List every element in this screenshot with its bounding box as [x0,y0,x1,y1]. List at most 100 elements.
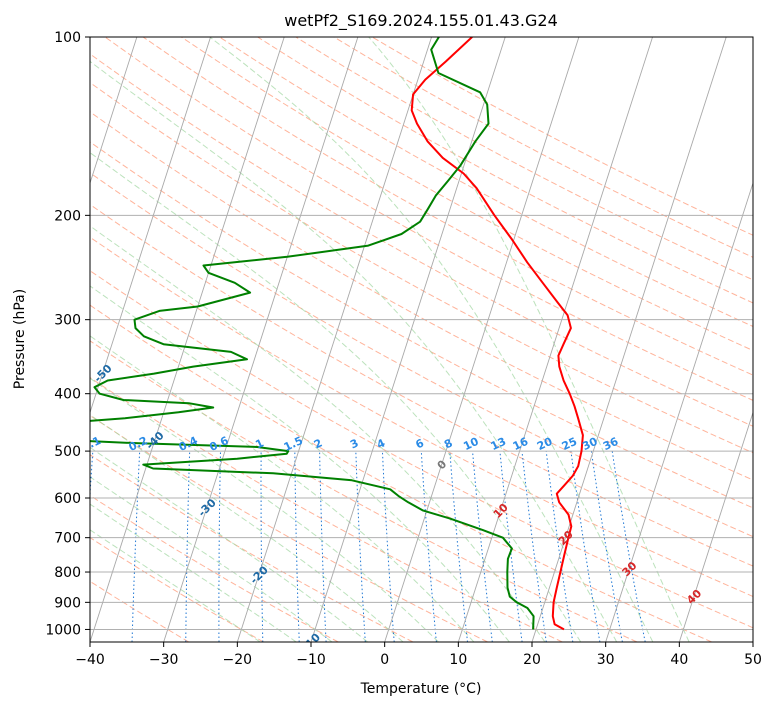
plot-frame [89,36,754,643]
isotherm-line [384,37,580,642]
mixing-ratio-label: 25 [560,435,579,453]
mixing-ratio-label: 3 [348,436,360,451]
mixing-ratio-label: 30 [580,435,600,453]
y-tick-label: 900 [54,595,81,611]
isotherm-line [236,37,432,642]
dry-adiabat [90,203,753,567]
mixing-ratio-label: 4 [375,436,388,451]
dry-adiabat [90,53,753,427]
y-tick-label: 300 [54,313,81,329]
isotherm-line [90,37,211,415]
y-axis-ticks: 100 200 300 400 500 600 700 800 900 1000 [45,30,90,638]
mixing-ratio-label: 20 [535,435,555,453]
x-axis-ticks: −40 −30 −20 −10 0 10 20 30 40 50 [75,642,762,668]
dry-adiabat [90,270,753,629]
moist-adiabat [209,37,654,642]
moist-adiabat [90,503,297,642]
x-tick-label: −30 [149,652,179,668]
x-tick-label: −40 [75,652,105,668]
moist-adiabat [90,529,261,642]
mixing-ratio-label: 36 [601,435,621,453]
y-tick-label: 100 [54,30,81,46]
x-tick-label: −10 [296,652,326,668]
dry-adiabats [90,37,753,642]
isotherm-line [678,411,753,642]
dry-adiabat [90,414,488,642]
y-tick-label: 200 [54,208,81,224]
isotherm-label: -20 [248,563,271,586]
x-tick-label: 30 [597,652,615,668]
x-tick-label: −20 [223,652,253,668]
dry-adiabat [90,304,712,642]
mixing-ratio-line [570,451,601,642]
mixing-ratio-label: 16 [511,435,531,453]
x-tick-label: 40 [670,652,688,668]
mixing-ratio-line [499,451,523,642]
moist-adiabat [368,37,690,642]
isotherm-label: 40 [684,587,704,607]
dry-adiabat [371,37,753,236]
isotherm-label: 20 [556,528,576,548]
mixing-ratio-label: 13 [489,435,508,453]
mixing-ratio-line [381,451,395,642]
dry-adiabat [90,580,190,642]
temperature-profile [410,37,584,631]
mixing-ratio-line [260,451,264,642]
dry-adiabat [181,37,753,352]
mixing-ratio-line [449,451,468,642]
mixing-ratio-lines [90,451,646,642]
x-tick-label: 10 [449,652,467,668]
mixing-ratio-line [90,451,94,503]
dry-adiabat [90,111,753,481]
isotherm-label: -10 [300,630,323,653]
isotherm-line [0,37,63,642]
profiles [90,37,584,631]
y-tick-label: 700 [54,531,81,547]
isotherm-line [90,37,138,185]
y-tick-label: 800 [54,565,81,581]
mixing-ratio-line [294,451,300,642]
isotherm-line [90,37,285,642]
x-tick-label: 0 [380,652,389,668]
dry-adiabat [90,376,563,642]
moist-adiabat [90,225,546,642]
isotherm-line [163,37,359,642]
x-tick-label: 50 [744,652,762,668]
isotherm-line [531,37,727,642]
dry-adiabat [90,454,414,642]
chart-title: wetPf2_S169.2024.155.01.43.G24 [284,11,558,31]
isotherm-label: -40 [143,429,166,452]
isotherm-label: -50 [91,362,114,385]
dry-adiabat [90,494,339,642]
dry-adiabat [90,236,753,598]
mixing-ratio-line [590,451,623,642]
x-axis-label: Temperature (°C) [360,681,482,697]
moist-adiabat [90,60,618,642]
dry-adiabat [90,536,264,642]
isotherm-line [310,37,506,642]
mixing-ratio-line [355,451,366,642]
plot-area: 0.10.20.40.611.52346810131620253036-100-… [0,37,753,653]
dewpoint-profile [90,37,535,630]
isotherm-line [457,37,653,642]
mixing-ratio-line [545,451,574,642]
dry-adiabat [90,81,753,454]
moist-adiabat [90,414,404,642]
isotherm-label: 10 [491,501,511,521]
isotherms [0,37,753,642]
isotherm-line [752,640,753,642]
moist-adiabat [90,285,510,642]
moist-adiabat [90,476,333,642]
mixing-ratio-label: 10 [461,435,481,453]
y-tick-label: 600 [54,491,81,507]
isobars [90,37,753,630]
dry-adiabat [90,172,753,538]
mixing-ratio-label: 6 [414,436,427,451]
dry-adiabat [104,37,753,401]
isotherm-line [605,181,753,642]
isotherm-label: 0 [435,457,450,472]
y-tick-label: 500 [54,444,81,460]
dry-adiabat [90,340,638,642]
mixing-ratio-label: 1 [253,436,265,451]
